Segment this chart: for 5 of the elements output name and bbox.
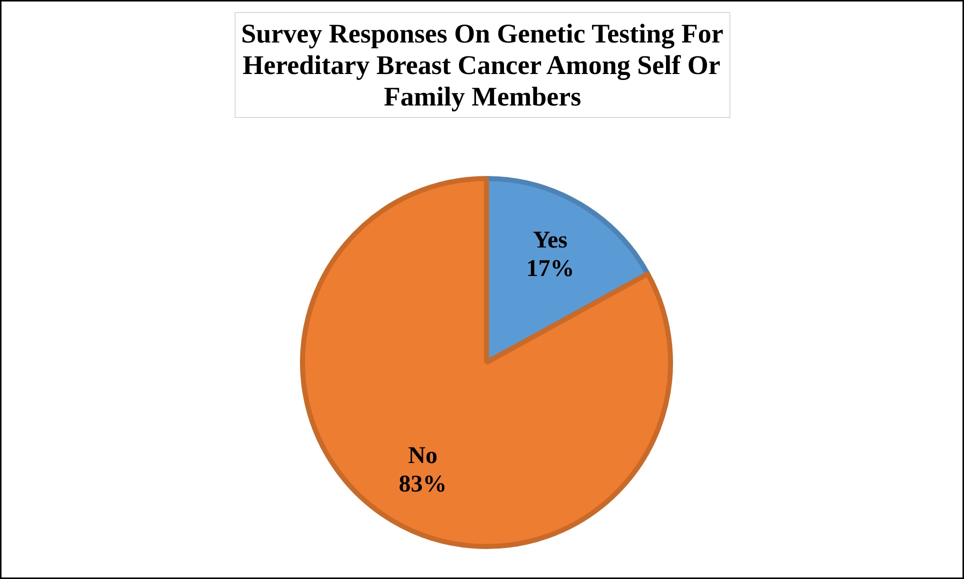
data-label: 83%: [398, 471, 447, 498]
chart-title: Survey Responses On Genetic Testing For Hereditary Breast Cancer Among Self Or Family Members: [241, 18, 724, 112]
slice-label: No: [408, 442, 438, 469]
slice-label: Yes: [532, 228, 568, 254]
data-label: 17%: [526, 256, 574, 282]
